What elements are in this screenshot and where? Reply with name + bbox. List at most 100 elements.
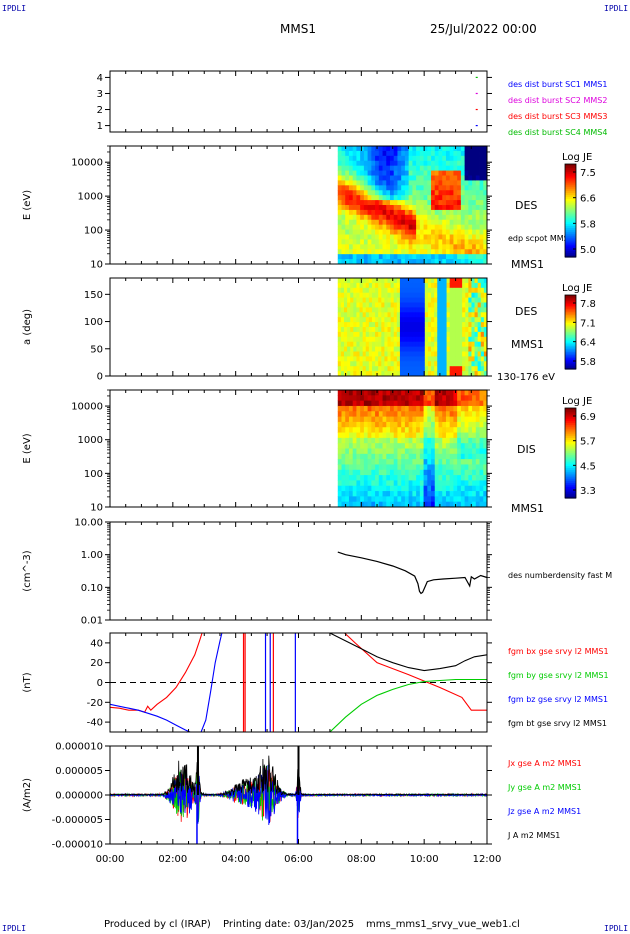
- dis-energy-heatmap-cell: [386, 432, 391, 439]
- des-pitch-heatmap-cell: [337, 307, 342, 313]
- des-pitch-heatmap-cell: [437, 361, 441, 367]
- des-pitch-heatmap-cell: [452, 327, 457, 333]
- des-pitch-heatmap-cell: [390, 346, 395, 352]
- des-pitch-heatmap-cell: [455, 287, 460, 294]
- dis-energy-colorbar-cell: [565, 454, 576, 458]
- dis-energy-heatmap-cell: [453, 427, 458, 433]
- dis-energy-heatmap-cell: [345, 491, 350, 497]
- dis-energy-heatmap-cell: [393, 475, 398, 481]
- des-pitch-heatmap-cell: [409, 317, 413, 323]
- time-tick-label: 08:00: [347, 854, 376, 865]
- des-energy-heatmap-cell: [479, 180, 484, 186]
- des-energy-heatmap-cell: [423, 214, 428, 221]
- des-pitch-heatmap-cell: [443, 346, 447, 352]
- dis-energy-heatmap-cell: [382, 453, 387, 460]
- des-pitch-heatmap-cell: [337, 322, 342, 328]
- current-panel-y-label: (A/m2): [22, 778, 33, 812]
- des-energy-heatmap-cell: [479, 160, 484, 167]
- dis-energy-heatmap-cell: [397, 485, 402, 492]
- des-energy-heatmap-cell: [457, 239, 462, 245]
- dis-energy-heatmap-cell: [367, 475, 372, 481]
- des-energy-heatmap-cell: [348, 219, 354, 226]
- des-energy-heatmap-cell: [438, 165, 443, 171]
- dis-energy-heatmap-cell: [356, 390, 361, 396]
- des-energy-heatmap-cell: [419, 146, 424, 152]
- dis-energy-heatmap-cell: [352, 459, 357, 465]
- des-pitch-heatmap-cell: [359, 282, 364, 289]
- dis-energy-heatmap-cell: [375, 427, 380, 433]
- des-energy-heatmap-cell: [404, 219, 410, 226]
- des-pitch-heatmap-cell: [424, 356, 429, 362]
- des-pitch-heatmap-cell: [350, 346, 354, 352]
- des-pitch-heatmap-cell: [421, 327, 426, 333]
- des-pitch-heatmap-cell: [471, 278, 475, 284]
- des-pitch-heatmap-cell: [474, 302, 479, 308]
- des-pitch-heatmap-cell: [483, 346, 488, 352]
- dis-energy-heatmap-cell: [468, 395, 473, 402]
- des-energy-heatmap-cell: [390, 219, 395, 226]
- dis-energy-heatmap-cell: [475, 411, 480, 417]
- des-energy-colorbar-cell: [565, 224, 576, 227]
- des-pitch-heatmap-cell: [378, 371, 382, 377]
- des-energy-heatmap-cell: [341, 155, 346, 162]
- des-energy-panel-y-tick-label: 1000: [78, 192, 103, 203]
- dis-energy-heatmap-cell: [378, 443, 383, 449]
- des-energy-heatmap-cell: [427, 229, 432, 235]
- des-pitch-heatmap-cell: [337, 312, 342, 318]
- des-energy-heatmap-cell: [442, 205, 447, 211]
- des-energy-heatmap-cell: [378, 195, 383, 201]
- des-pitch-heatmap-cell: [424, 361, 429, 367]
- dis-energy-heatmap-cell: [464, 464, 469, 471]
- dis-energy-heatmap-cell: [449, 480, 454, 487]
- des-energy-heatmap-cell: [404, 190, 410, 196]
- des-pitch-heatmap-cell: [431, 317, 435, 323]
- des-energy-heatmap-cell: [404, 160, 410, 167]
- des-energy-heatmap-cell: [412, 205, 417, 211]
- des-energy-heatmap-cell: [416, 146, 421, 152]
- dis-energy-heatmap-cell: [445, 491, 451, 497]
- des-energy-heatmap-cell: [427, 259, 432, 265]
- des-pitch-heatmap-cell: [446, 322, 451, 328]
- corner-mark-top-right: IPDLI: [604, 4, 629, 13]
- des-energy-heatmap-cell: [472, 205, 477, 211]
- des-energy-heatmap-cell: [386, 146, 391, 152]
- dis-energy-panel-y-tick-label: 1000: [78, 435, 103, 446]
- des-energy-heatmap-cell: [352, 155, 357, 162]
- dis-energy-heatmap-cell: [468, 390, 473, 396]
- des-pitch-colorbar-cell: [565, 304, 576, 307]
- des-pitch-heatmap-cell: [431, 278, 435, 284]
- des-pitch-heatmap-cell: [468, 292, 472, 298]
- des-energy-colorbar-cell: [565, 216, 576, 219]
- dis-energy-heatmap-cell: [475, 491, 480, 497]
- des-pitch-heatmap-cell: [399, 282, 404, 289]
- des-pitch-heatmap-cell: [343, 346, 348, 352]
- des-energy-heatmap-cell: [460, 249, 466, 255]
- dis-energy-heatmap-cell: [404, 443, 410, 449]
- des-energy-heatmap-cell: [378, 170, 383, 176]
- dis-energy-heatmap-cell: [408, 475, 413, 481]
- des-pitch-heatmap-cell: [434, 302, 438, 308]
- dis-energy-heatmap-cell: [449, 400, 454, 407]
- des-pitch-heatmap-cell: [471, 322, 475, 328]
- des-pitch-heatmap-cell: [409, 292, 413, 298]
- des-energy-heatmap-cell: [475, 165, 480, 171]
- des-energy-heatmap-cell: [390, 150, 395, 157]
- des-pitch-heatmap-cell: [368, 317, 373, 323]
- des-pitch-heatmap-cell: [378, 317, 382, 323]
- des-energy-heatmap-cell: [363, 205, 369, 211]
- des-pitch-heatmap-cell: [396, 327, 401, 333]
- des-pitch-panel-y-label: a (deg): [22, 309, 33, 345]
- des-energy-heatmap-cell: [453, 234, 458, 240]
- des-pitch-heatmap-cell: [434, 322, 438, 328]
- des-pitch-heatmap-cell: [474, 331, 479, 338]
- des-pitch-heatmap-cell: [406, 302, 410, 308]
- dis-energy-heatmap-cell: [367, 416, 372, 423]
- des-pitch-heatmap-cell: [365, 331, 370, 338]
- des-energy-heatmap-cell: [352, 170, 357, 176]
- dis-energy-heatmap-cell: [457, 400, 462, 407]
- des-pitch-heatmap-cell: [465, 341, 469, 347]
- des-energy-heatmap-cell: [457, 229, 462, 235]
- des-energy-heatmap-cell: [363, 219, 369, 226]
- dis-energy-heatmap-cell: [457, 459, 462, 465]
- des-energy-heatmap-cell: [363, 190, 369, 196]
